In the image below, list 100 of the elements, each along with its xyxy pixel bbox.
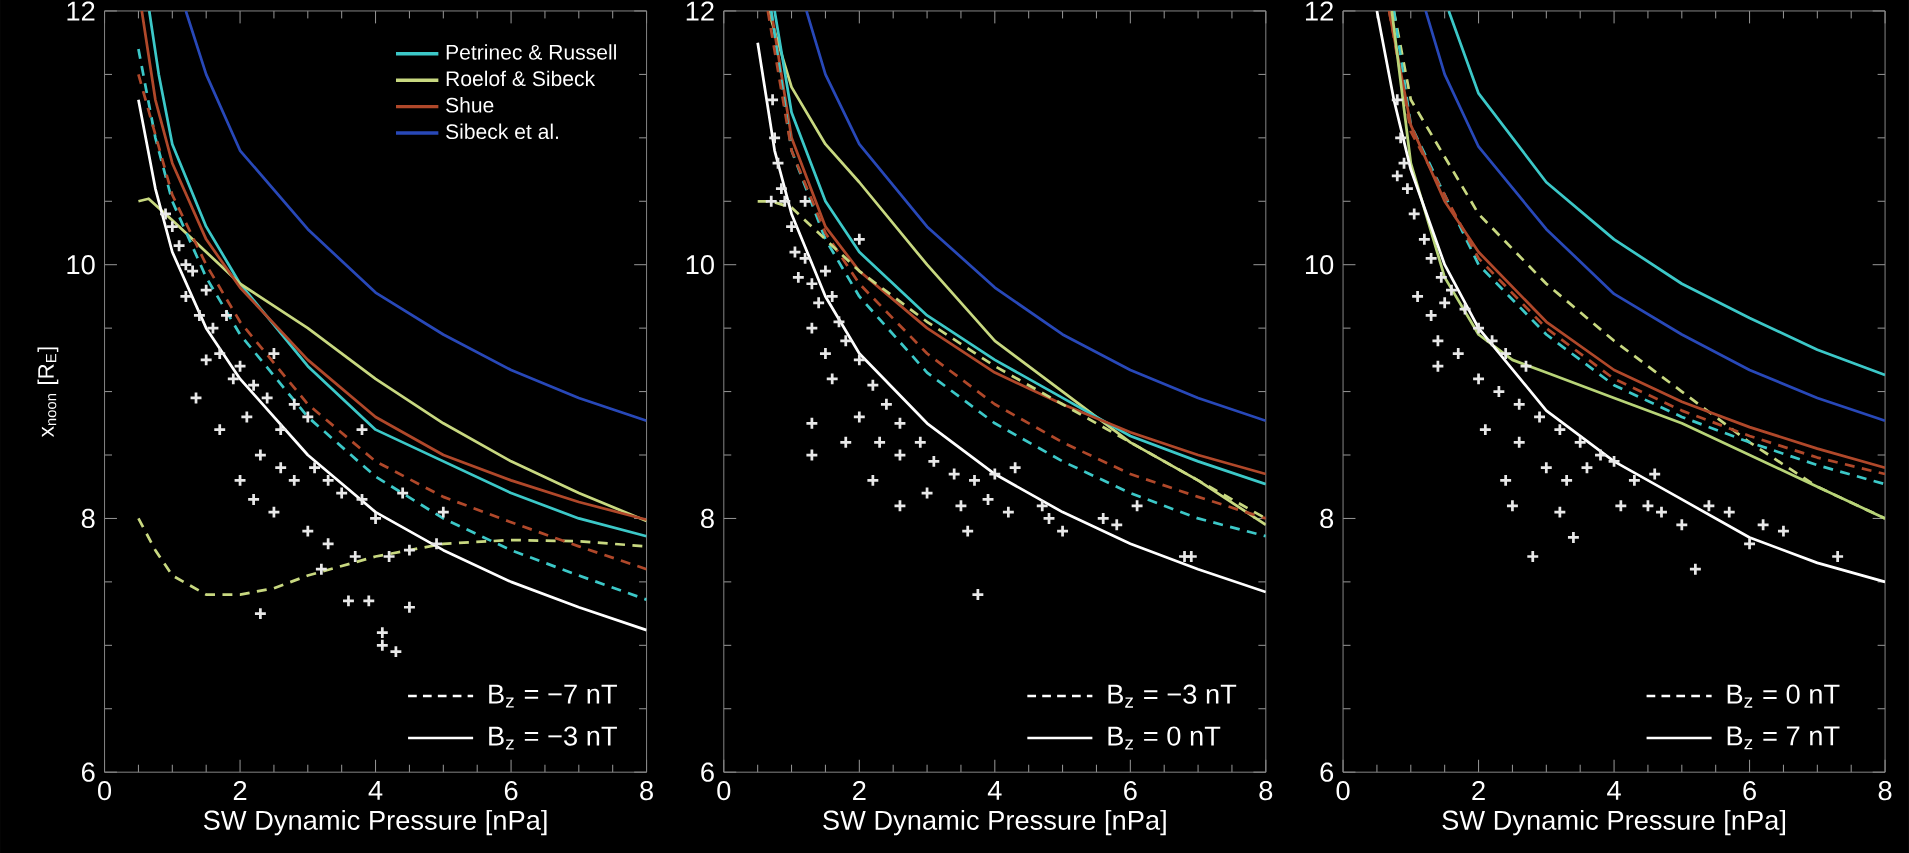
point	[300, 410, 315, 424]
y-tick-label: 10	[1305, 255, 1334, 275]
point	[1647, 467, 1662, 481]
point	[375, 625, 390, 640]
point	[389, 644, 403, 659]
y-tick-label: 12	[686, 1, 714, 21]
y-tick-label: 8	[81, 508, 95, 529]
point	[382, 549, 396, 564]
point	[273, 460, 288, 475]
point	[165, 219, 180, 234]
line-series	[137, 197, 647, 523]
point	[1614, 498, 1628, 513]
point	[818, 264, 833, 278]
legend-label: Shue	[446, 97, 494, 113]
point	[1393, 131, 1408, 145]
x-tick-label: 6	[1743, 781, 1756, 801]
point	[1410, 289, 1425, 304]
point	[1627, 473, 1642, 488]
point	[872, 435, 887, 450]
point	[158, 207, 173, 221]
point	[879, 397, 894, 412]
point	[1001, 505, 1016, 519]
y-tick-label: 6	[701, 762, 714, 782]
x-tick-label: 0	[717, 781, 731, 801]
point	[1444, 283, 1459, 297]
point	[1553, 422, 1567, 437]
point	[1566, 530, 1581, 545]
point	[1035, 498, 1050, 513]
point	[253, 606, 268, 621]
point	[1055, 524, 1070, 539]
line-series	[1424, 11, 1886, 423]
point	[273, 422, 288, 437]
point	[852, 410, 867, 424]
point	[832, 315, 846, 329]
point	[246, 492, 261, 507]
point	[893, 416, 907, 431]
x-tick-label: 2	[233, 781, 247, 801]
point	[920, 486, 934, 500]
x-tick-label: 4	[1607, 781, 1621, 800]
point	[1400, 181, 1415, 196]
point	[767, 131, 782, 145]
point	[811, 295, 826, 310]
point	[300, 524, 315, 539]
point	[429, 537, 444, 551]
point	[1539, 460, 1554, 475]
point	[954, 498, 968, 513]
y-tick-label: 12	[1305, 1, 1333, 21]
point	[805, 416, 819, 431]
point	[788, 245, 802, 259]
point	[1109, 518, 1124, 532]
point	[375, 638, 390, 653]
point	[436, 505, 451, 519]
point	[1553, 505, 1567, 519]
annotation: B$_{z}$ = −3 nT	[1108, 684, 1237, 708]
x-tick-label: 2	[853, 781, 866, 801]
point	[1431, 334, 1445, 348]
point	[287, 397, 302, 412]
point	[233, 473, 247, 488]
point	[1471, 372, 1486, 386]
y-tick-label: 8	[1320, 508, 1334, 529]
point	[1424, 251, 1438, 266]
legend-label: Sibeck et al.	[446, 123, 559, 140]
point	[1654, 505, 1669, 519]
annotation: B$_{z}$ = 7 nT	[1727, 726, 1840, 750]
point	[1688, 562, 1703, 577]
point	[1478, 422, 1493, 437]
point	[1607, 454, 1621, 469]
point	[1593, 448, 1608, 462]
point	[334, 486, 349, 500]
point	[1580, 460, 1594, 475]
point	[233, 359, 247, 374]
y-tick-label: 10	[67, 255, 95, 275]
point	[348, 549, 363, 564]
point	[199, 353, 214, 367]
y-tick-label: 6	[1320, 762, 1334, 782]
point	[893, 498, 907, 513]
x-axis-title: SW Dynamic Pressure [nPa]	[1442, 809, 1786, 836]
point	[1485, 334, 1499, 348]
point	[321, 473, 335, 488]
x-tick-label: 6	[1124, 781, 1137, 801]
point	[1184, 549, 1199, 564]
point	[893, 448, 907, 462]
annotation: B$_{z}$ = −7 nT	[489, 684, 617, 708]
point	[341, 594, 356, 608]
point	[1008, 460, 1022, 475]
point	[219, 308, 234, 323]
point	[1417, 232, 1432, 247]
point	[189, 391, 203, 405]
point	[402, 543, 417, 558]
point	[1742, 537, 1757, 551]
point	[240, 410, 254, 424]
point	[1407, 207, 1422, 221]
point	[1512, 397, 1527, 412]
x-tick-label: 4	[368, 781, 383, 800]
point	[1130, 498, 1144, 513]
point	[818, 346, 833, 361]
y-tick-label: 6	[82, 762, 95, 782]
point	[771, 156, 785, 171]
x-tick-label: 2	[1472, 781, 1485, 801]
point	[825, 372, 840, 386]
